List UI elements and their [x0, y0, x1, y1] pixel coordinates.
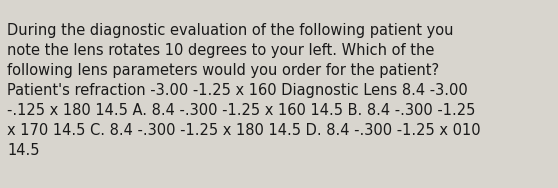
- Text: During the diagnostic evaluation of the following patient you
note the lens rota: During the diagnostic evaluation of the …: [7, 23, 481, 158]
